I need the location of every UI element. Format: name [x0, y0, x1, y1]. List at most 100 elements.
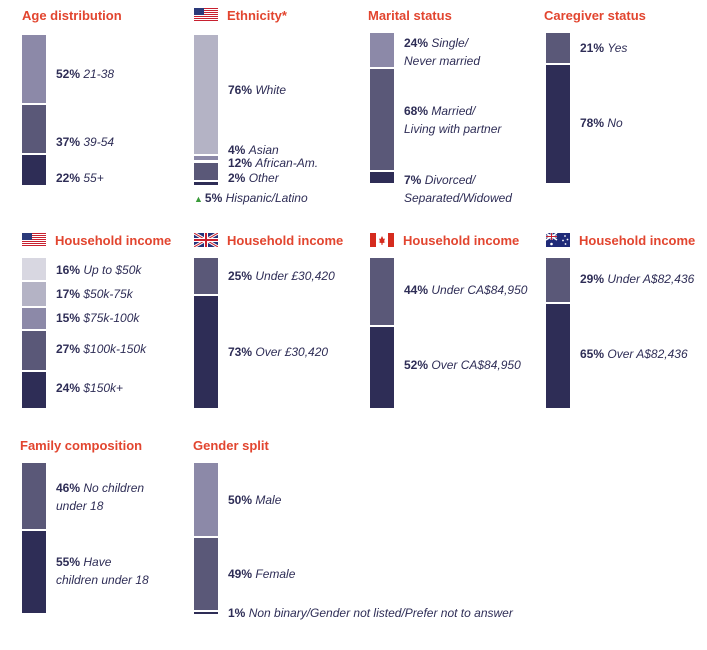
flag-icon: [22, 233, 46, 250]
stacked-bar: [22, 258, 46, 408]
bar-segment: [22, 155, 46, 185]
data-label-category: children under 18: [56, 573, 149, 587]
bar-segment: [370, 33, 394, 69]
chart-title-text: Household income: [55, 233, 172, 248]
data-label-value: 1%: [228, 606, 249, 620]
bar-segment: [22, 308, 46, 331]
data-label: 7% Divorced/Separated/Widowed: [404, 171, 512, 207]
bar-segment: [546, 304, 570, 408]
data-label-value: 2%: [228, 171, 249, 185]
chart-title-text: Marital status: [368, 8, 452, 23]
data-label: 2% Other: [228, 169, 279, 187]
stacked-bar: [370, 258, 394, 408]
flag-icon: [194, 8, 218, 25]
data-label-value: 78%: [580, 116, 608, 130]
data-label-category: $100k-150k: [83, 342, 147, 356]
usa-flag-icon: [22, 233, 46, 247]
chart-title-text: Age distribution: [22, 8, 122, 23]
data-label: 52% Over CA$84,950: [404, 356, 521, 374]
chart-title-text: Gender split: [193, 438, 269, 453]
data-label-value: 5%: [204, 191, 226, 205]
chart-title-text: Ethnicity*: [227, 8, 287, 23]
data-label: 68% Married/Living with partner: [404, 102, 501, 138]
chart-title: Ethnicity*: [194, 8, 287, 25]
data-label: 44% Under CA$84,950: [404, 281, 527, 299]
data-label: 17% $50k-75k: [56, 285, 133, 303]
chart-title: Age distribution: [22, 8, 122, 23]
data-label: 49% Female: [228, 565, 295, 583]
data-label-category: Married/: [431, 104, 476, 118]
bar-segment: [22, 372, 46, 408]
data-label-value: 25%: [228, 269, 256, 283]
data-label: 16% Up to $50k: [56, 261, 141, 279]
data-label-category: $150k+: [83, 381, 124, 395]
chart-title-text: Family composition: [20, 438, 143, 453]
bar-segment: [194, 35, 218, 156]
data-label: 50% Male: [228, 491, 281, 509]
bar-segment: [22, 105, 46, 155]
chart-title: Marital status: [368, 8, 452, 23]
chart-title: Household income: [545, 232, 696, 250]
data-label-value: 29%: [580, 272, 608, 286]
data-label-value: 22%: [56, 171, 84, 185]
stacked-bar: [22, 463, 46, 613]
bar-segment: [194, 156, 218, 162]
data-label-value: 76%: [228, 83, 256, 97]
bar-segment: [546, 65, 570, 183]
data-label: 55% Have children under 18: [56, 553, 149, 589]
data-label: 73% Over £30,420: [228, 343, 328, 361]
data-label-category: Female: [255, 567, 296, 581]
data-label-category: Up to $50k: [83, 263, 142, 277]
usa-flag-icon: [194, 8, 218, 22]
data-label: 29% Under A$82,436: [580, 270, 694, 288]
data-label-value: 4%: [228, 143, 249, 157]
chart-title: Caregiver status: [544, 8, 646, 23]
data-label-value: 68%: [404, 104, 432, 118]
data-label-value: 55%: [56, 555, 84, 569]
bar-segment: [194, 538, 218, 612]
flag-icon: [370, 233, 394, 250]
chart-title: Family composition: [20, 438, 142, 453]
data-label-value: 24%: [56, 381, 84, 395]
data-label: 1% Non binary/Gender not listed/Prefer n…: [228, 604, 513, 622]
data-label-category: Hispanic/Latino: [225, 191, 308, 205]
data-label-value: 49%: [228, 567, 256, 581]
data-label-category: 55+: [83, 171, 104, 185]
bar-segment: [370, 69, 394, 172]
chart-title-text: Household income: [227, 233, 344, 248]
bar-segment: [194, 463, 218, 538]
data-label-category: Over A$82,436: [607, 347, 688, 361]
data-label: 24% Single/Never married: [404, 34, 480, 70]
data-label: 25% Under £30,420: [228, 267, 335, 285]
bar-segment: [22, 531, 46, 613]
australia-flag-icon: [545, 232, 570, 247]
data-label-category: Asian: [248, 143, 279, 157]
bar-segment: [370, 258, 394, 327]
data-label: 37% 39-54: [56, 133, 114, 151]
data-label-value: 52%: [56, 67, 84, 81]
chart-title-text: Household income: [579, 233, 696, 248]
stacked-bar: [22, 35, 46, 185]
data-label: 78% No: [580, 114, 623, 132]
data-label-category: Over £30,420: [255, 345, 329, 359]
bar-segment: [546, 33, 570, 65]
data-label-value: 7%: [404, 173, 425, 187]
chart-title-text: Caregiver status: [544, 8, 646, 23]
bar-segment: [194, 258, 218, 296]
data-label-category: Other: [248, 171, 279, 185]
data-label: 15% $75k-100k: [56, 309, 139, 327]
data-label-category: $75k-100k: [83, 311, 140, 325]
data-label-category: Yes: [607, 41, 628, 55]
data-label-value: 24%: [404, 36, 432, 50]
data-label-value: 46%: [56, 481, 84, 495]
bar-segment: [22, 282, 46, 308]
data-label-category: Separated/Widowed: [404, 191, 512, 205]
data-label-category: Under A$82,436: [607, 272, 695, 286]
data-label-category: Under CA$84,950: [431, 283, 528, 297]
bar-segment: [194, 612, 218, 614]
chart-title-text: Household income: [403, 233, 520, 248]
data-label-value: 50%: [228, 493, 256, 507]
bar-segment: [22, 35, 46, 105]
data-label-value: 73%: [228, 345, 256, 359]
data-label: 24% $150k+: [56, 379, 123, 397]
